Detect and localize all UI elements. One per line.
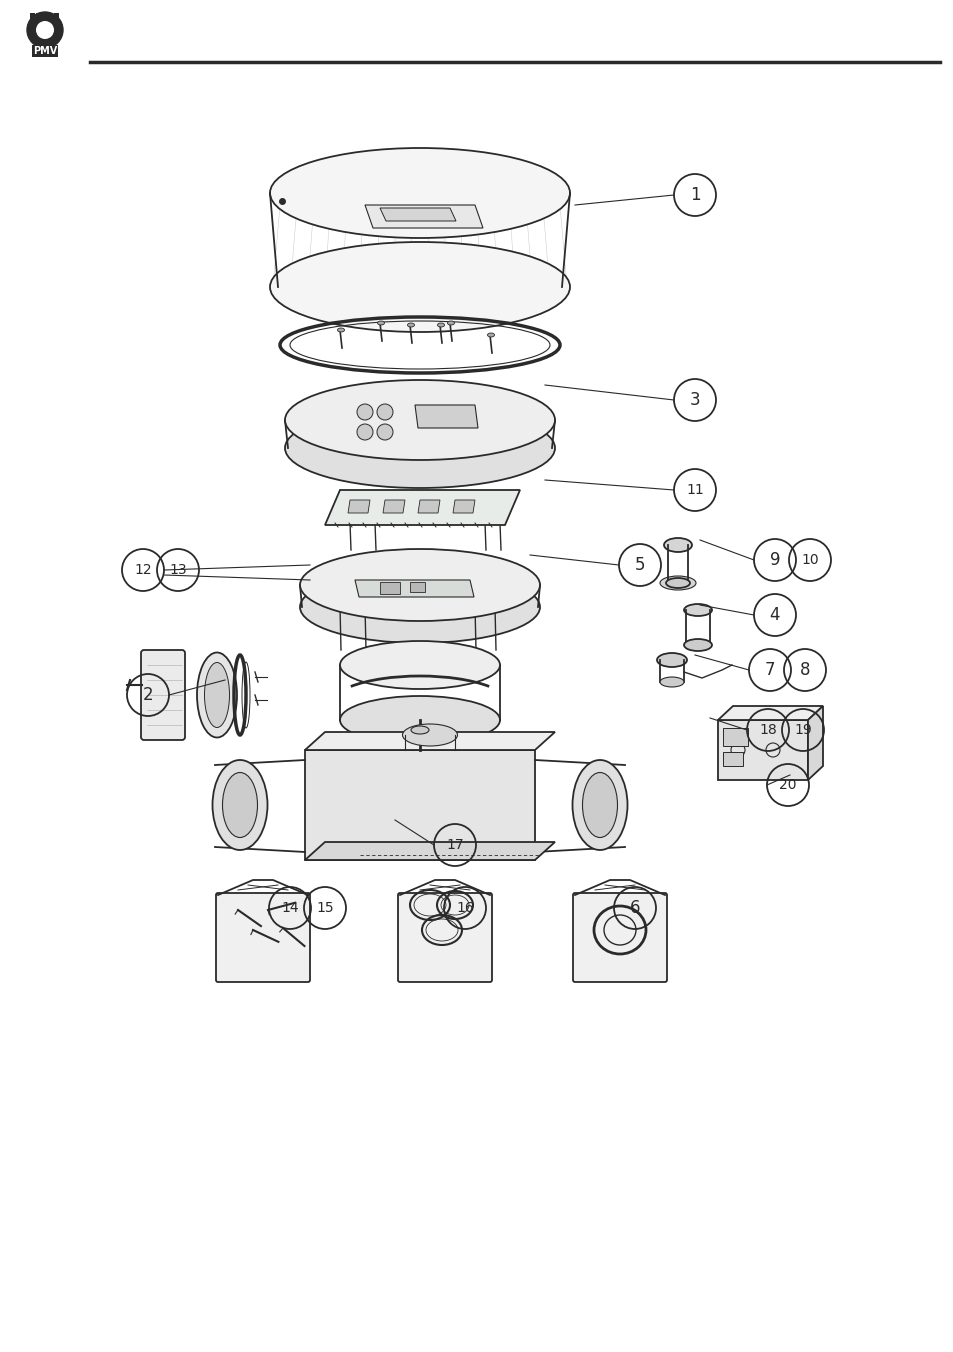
Ellipse shape [582,772,617,837]
Ellipse shape [204,662,230,727]
Text: 4: 4 [769,606,780,625]
Text: 18: 18 [759,723,776,737]
FancyBboxPatch shape [379,581,399,594]
Polygon shape [305,731,555,750]
Ellipse shape [437,323,444,327]
Polygon shape [355,580,474,598]
Ellipse shape [270,147,569,238]
Text: 2: 2 [143,685,153,704]
Text: 10: 10 [801,553,818,566]
Text: 1: 1 [689,187,700,204]
Text: 5: 5 [634,556,644,575]
Ellipse shape [683,604,711,617]
FancyBboxPatch shape [397,894,492,982]
FancyBboxPatch shape [410,581,424,592]
Circle shape [376,404,393,420]
Polygon shape [807,706,822,780]
Text: 20: 20 [779,777,796,792]
Text: 19: 19 [793,723,811,737]
Bar [42,14,47,20]
Polygon shape [415,406,477,429]
Ellipse shape [285,408,555,488]
Circle shape [356,425,373,439]
FancyBboxPatch shape [141,650,185,740]
Bar [36,14,41,20]
Ellipse shape [411,726,429,734]
Text: 17: 17 [446,838,463,852]
Ellipse shape [407,323,414,327]
Polygon shape [325,489,519,525]
Text: 12: 12 [134,562,152,577]
Circle shape [27,12,63,49]
Bar [54,14,59,20]
Polygon shape [382,500,405,512]
FancyBboxPatch shape [722,752,742,767]
Ellipse shape [659,677,683,687]
Ellipse shape [213,760,267,850]
Polygon shape [417,500,439,512]
Ellipse shape [447,320,454,324]
Polygon shape [348,500,370,512]
Ellipse shape [270,242,569,333]
Ellipse shape [285,380,555,460]
Ellipse shape [299,571,539,644]
FancyBboxPatch shape [718,721,807,780]
Circle shape [356,404,373,420]
Ellipse shape [402,725,457,746]
Circle shape [376,425,393,439]
Text: 3: 3 [689,391,700,410]
Text: 6: 6 [629,899,639,917]
Ellipse shape [663,538,691,552]
Ellipse shape [339,641,499,690]
Text: 11: 11 [685,483,703,498]
Text: 8: 8 [799,661,809,679]
Ellipse shape [487,333,494,337]
Bar [30,14,35,20]
Ellipse shape [337,329,344,333]
Ellipse shape [659,576,696,589]
FancyBboxPatch shape [722,727,747,746]
Ellipse shape [196,653,236,737]
Text: 13: 13 [169,562,187,577]
Ellipse shape [339,696,499,744]
Ellipse shape [377,320,384,324]
Polygon shape [305,842,555,860]
Text: 9: 9 [769,552,780,569]
Text: 16: 16 [456,900,474,915]
Ellipse shape [657,653,686,667]
Ellipse shape [299,549,539,621]
Ellipse shape [222,772,257,837]
Ellipse shape [683,639,711,652]
Polygon shape [379,208,456,220]
Text: PMV: PMV [32,46,57,55]
FancyBboxPatch shape [573,894,666,982]
Ellipse shape [572,760,627,850]
Text: 14: 14 [281,900,298,915]
Polygon shape [453,500,475,512]
FancyBboxPatch shape [305,750,535,860]
Circle shape [36,22,54,39]
Polygon shape [718,706,822,721]
Ellipse shape [665,579,689,588]
Bar [48,14,53,20]
FancyBboxPatch shape [215,894,310,982]
Polygon shape [365,206,482,228]
Text: 7: 7 [764,661,775,679]
Text: 15: 15 [315,900,334,915]
